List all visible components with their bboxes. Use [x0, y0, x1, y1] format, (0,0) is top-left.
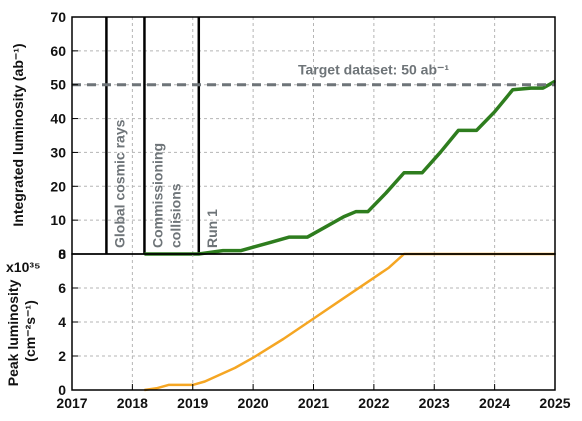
top-y-axis-title: Integrated luminosity (ab⁻¹) [10, 43, 26, 226]
bottom-y-axis-title: Peak luminosity (cm⁻²s⁻¹) [5, 276, 38, 386]
top-data-point [421, 171, 423, 174]
top-y-tick-labels: 0 10 20 30 40 50 60 70 [50, 9, 78, 262]
target-dataset-label: Target dataset: 50 ab⁻¹ [298, 62, 449, 78]
x-tick-label: 2020 [238, 395, 269, 411]
x-tick-label: 2019 [177, 395, 208, 411]
top-data-point [439, 151, 442, 154]
x-tick-label: 2021 [298, 395, 329, 411]
marker-label: Run 1 [204, 209, 220, 248]
bottom-data-point [167, 384, 170, 386]
top-data-point [252, 246, 254, 249]
top-data-point [222, 249, 224, 252]
bottom-data-point [234, 367, 236, 369]
bottom-y-tick-label: 4 [58, 314, 66, 330]
x-tick-label: 2024 [479, 395, 510, 411]
bottom-y-tick-label: 8 [58, 246, 66, 262]
top-data-point [342, 215, 345, 218]
bottom-series-line [144, 252, 555, 392]
marker-label-line: Run 1 [204, 209, 220, 248]
top-data-point [475, 129, 478, 132]
top-data-point [288, 236, 291, 238]
top-data-point [385, 192, 387, 194]
bottom-y-axis-title-line-2: (cm⁻²s⁻¹) [22, 300, 38, 361]
top-data-point [457, 129, 460, 132]
bottom-data-point [342, 297, 345, 300]
top-data-point [324, 226, 327, 228]
bottom-data-point [282, 338, 285, 340]
top-data-point [542, 87, 544, 89]
top-y-tick-label: 60 [50, 43, 66, 59]
marker-label-line: collisions [167, 183, 183, 248]
top-y-tick-label: 40 [50, 111, 66, 127]
marker-label: Commissioning collisions [149, 143, 183, 248]
bottom-data-point [373, 277, 375, 279]
bottom-y-tick-label: 0 [58, 382, 66, 398]
bottom-data-point [204, 380, 206, 383]
top-data-point [367, 210, 369, 213]
bottom-data-point [388, 266, 390, 269]
top-data-point [354, 210, 357, 213]
x-tick-label: 2023 [419, 395, 450, 411]
bottom-data-point [155, 387, 158, 390]
x-tick-labels: 2017 2018 2019 2020 2021 2022 2023 2024 2025 [56, 384, 571, 411]
top-y-tick-label: 10 [50, 212, 66, 228]
top-data-point [270, 241, 273, 243]
bottom-y-tick-label: 2 [58, 348, 66, 364]
top-data-point [240, 249, 242, 252]
top-y-tick-label: 0 [58, 246, 66, 262]
top-data-point [511, 88, 514, 91]
x-tick-label: 2025 [539, 395, 570, 411]
top-y-tick-label: 30 [50, 144, 66, 160]
bottom-y-tick-label: 6 [58, 280, 66, 296]
reference-line: Target dataset: 50 ab⁻¹ [72, 62, 555, 87]
marker-label-line: Commissioning [149, 143, 165, 248]
top-y-tick-label: 70 [50, 9, 66, 25]
top-y-tick-label: 50 [50, 77, 66, 93]
marker-label-line: Global cosmic rays [111, 119, 127, 248]
top-panel: Global cosmic rays Commissioning collision… [10, 9, 556, 262]
scale-factor-label: x10³⁵ [6, 259, 41, 275]
bottom-frame [71, 253, 556, 391]
top-data-point [306, 236, 309, 238]
bottom-data-point [312, 317, 315, 320]
x-tick-label: 2017 [56, 395, 87, 411]
bottom-data-point [252, 356, 254, 359]
top-data-point [403, 171, 405, 174]
top-data-point [530, 87, 532, 89]
bottom-y-axis-title-line-1: Peak luminosity [5, 279, 21, 386]
top-data-point [493, 111, 496, 113]
bottom-y-tick-labels: 0 2 4 6 8 [58, 246, 78, 398]
x-tick-label: 2022 [358, 395, 389, 411]
top-vertical-markers: Global cosmic rays Commissioning collision… [105, 17, 220, 254]
x-tick-label: 2018 [117, 395, 148, 411]
bottom-grid [72, 254, 555, 390]
top-y-tick-label: 20 [50, 178, 66, 194]
marker-label: Global cosmic rays [111, 119, 127, 248]
